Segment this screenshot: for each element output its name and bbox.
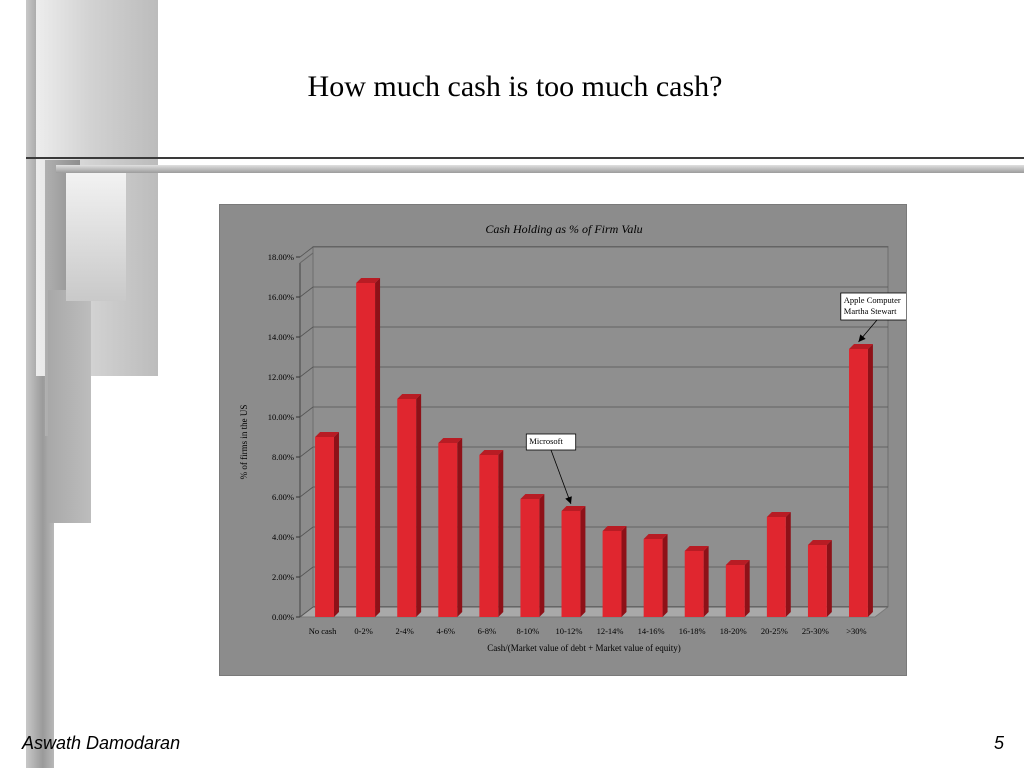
bar-side (826, 540, 832, 617)
x-tick-label: 14-16% (638, 626, 665, 636)
gridline-depth (299, 526, 314, 538)
bar (397, 399, 417, 617)
bar (438, 443, 458, 617)
x-tick-label: 6-8% (478, 626, 496, 636)
bar (479, 455, 499, 617)
bar-top (438, 438, 463, 443)
bar-top (725, 560, 750, 565)
y-tick-label: 12.00% (268, 372, 294, 382)
x-tick-label: 18-20% (720, 626, 747, 636)
x-tick-label: No cash (309, 626, 337, 636)
page-number: 5 (993, 733, 1004, 753)
bar-side (744, 560, 750, 617)
author-name: Aswath Damodaran (22, 733, 181, 753)
bar-side (703, 546, 709, 617)
bar-top (849, 344, 873, 349)
gridline-depth (299, 246, 314, 258)
annotation-text: Martha Stewart (844, 306, 897, 316)
gridline-depth (299, 566, 314, 578)
bar-side (539, 494, 545, 617)
bar (520, 499, 540, 617)
bar-top (643, 534, 668, 539)
bar (356, 283, 376, 617)
y-tick-label: 2.00% (272, 572, 294, 582)
bar-side (333, 432, 339, 617)
slide-title: How much cash is too much cash? (307, 70, 723, 103)
bar-top (766, 512, 791, 517)
gridline-depth (299, 486, 314, 498)
gridline-depth (299, 326, 314, 338)
y-tick-label: 6.00% (272, 492, 294, 502)
x-tick-label: 10-12% (556, 626, 583, 636)
bar (849, 349, 868, 617)
x-tick-label: 25-30% (802, 626, 829, 636)
bar-top (561, 506, 586, 511)
x-tick-label: 0-2% (354, 626, 372, 636)
y-tick-label: 18.00% (268, 252, 294, 262)
bar (315, 437, 334, 617)
title-divider-shadow (56, 165, 1024, 173)
y-tick-label: 10.00% (268, 412, 294, 422)
bar (643, 539, 663, 617)
bar (807, 545, 827, 617)
y-tick-label: 16.00% (268, 292, 294, 302)
bar-side (416, 394, 422, 617)
y-tick-label: 14.00% (268, 332, 294, 342)
bar-chart: Cash Holding as % of Firm Valu % of firm… (239, 222, 906, 653)
bar-top (807, 540, 832, 545)
bar (602, 531, 622, 617)
gridline-depth (299, 366, 314, 378)
annotation-arrowhead (858, 334, 866, 342)
bar-side (785, 512, 791, 617)
bar-side (375, 278, 381, 617)
x-axis-label: Cash/(Market value of debt + Market valu… (487, 643, 681, 653)
plot-floor (298, 606, 890, 618)
y-tick-label: 4.00% (272, 532, 294, 542)
bar-top (684, 546, 709, 551)
x-tick-label: 20-25% (761, 626, 788, 636)
bar-top (602, 526, 627, 531)
y-tick-label: 0.00% (272, 612, 294, 622)
gridline-depth (299, 606, 314, 618)
bar-top (315, 432, 339, 437)
bar-side (498, 450, 504, 617)
title-divider (26, 157, 1024, 159)
decor-bar (66, 170, 126, 301)
decor-bar (48, 290, 91, 523)
annotation-arrow-line (550, 449, 572, 505)
gridline-depth (299, 406, 314, 418)
y-axis-depth-line (299, 252, 314, 264)
bar (725, 565, 745, 617)
bar (684, 551, 704, 617)
x-tick-label: 16-18% (679, 626, 706, 636)
annotation-arrowhead (565, 496, 572, 504)
x-tick-label: 8-10% (517, 626, 540, 636)
x-tick-label: >30% (846, 626, 866, 636)
bar-top (479, 450, 504, 455)
y-tick-label: 8.00% (272, 452, 294, 462)
bar-side (457, 438, 463, 617)
chart-area: Cash Holding as % of Firm Valu % of firm… (219, 204, 907, 676)
x-tick-label: 2-4% (395, 626, 413, 636)
chart-title: Cash Holding as % of Firm Valu (485, 222, 642, 236)
bar-side (867, 344, 873, 617)
annotation-text: Apple Computer (844, 295, 901, 305)
x-tick-label: 4-6% (437, 626, 455, 636)
annotation-text: Microsoft (529, 436, 563, 446)
bar (766, 517, 786, 617)
bar-top (520, 494, 545, 499)
gridline-depth (299, 286, 314, 298)
bar-top (397, 394, 422, 399)
gridline-depth (299, 446, 314, 458)
bar (561, 511, 581, 617)
bar-side (662, 534, 668, 617)
annotation-box (840, 292, 906, 321)
y-axis-label: % of firms in the US (239, 405, 249, 480)
bar-side (621, 526, 627, 617)
bar-top (356, 278, 381, 283)
bar-side (580, 506, 586, 617)
x-tick-label: 12-14% (597, 626, 624, 636)
